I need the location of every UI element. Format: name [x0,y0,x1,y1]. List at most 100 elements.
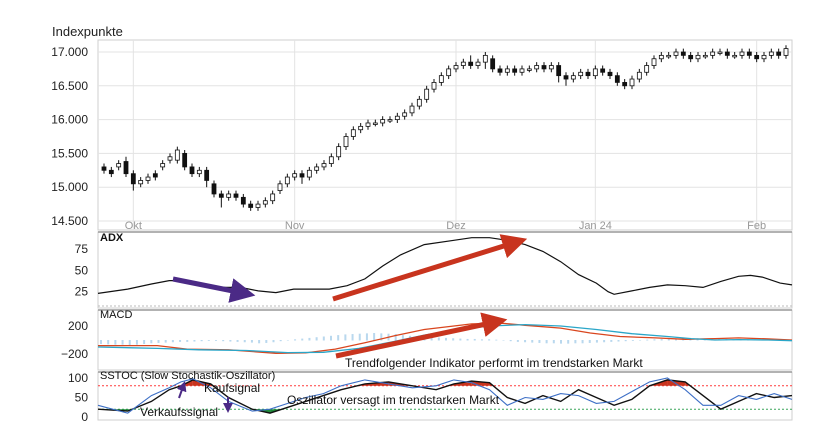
candle-body [548,65,554,70]
macd-histogram-bar [265,340,268,343]
x-tick-label: Okt [125,220,142,232]
candle [504,65,510,76]
candle [768,48,774,59]
macd-histogram-bar [272,340,275,343]
candle-body [174,149,180,161]
macd-histogram-bar [502,340,505,341]
macd-histogram-bar [236,340,239,342]
adx-panel: 25 50 75 [75,231,793,309]
macd-histogram-bar [567,340,570,344]
macd-histogram-bar [193,340,196,342]
candle [321,160,327,171]
macd-histogram-bar [560,340,562,344]
sstoc-title: SSTOC (Slow Stochastik-Oszillator) [100,370,275,382]
macd-histogram-bar [308,337,311,341]
macd-histogram-bar [128,340,131,346]
candle [189,163,195,178]
candle [695,52,701,63]
macd-histogram-bar [524,340,527,343]
candle-body [336,146,342,158]
candle-body [563,75,569,80]
sell-signal-label: Verkaufssignal [140,405,218,419]
candle-body [578,71,584,77]
candle-body [350,129,356,137]
candle [240,193,246,208]
macd-histogram-bar [301,338,304,341]
candle-body [776,51,782,56]
candle [372,119,378,127]
candle [167,153,173,164]
macd-panel: 200 −200 [61,309,793,371]
candle [416,95,422,110]
candle-body [138,180,144,185]
macd-histogram-bar [107,340,110,345]
macd-histogram-bar [653,339,656,341]
adx-rising-arrow [332,234,528,302]
x-tick-label: Jan 24 [579,220,612,232]
candle [424,85,430,103]
candle [453,62,459,73]
candle [182,150,188,171]
candle [431,79,437,93]
candle-body [233,193,239,198]
y-tick-label: 16.000 [51,113,88,127]
macd-histogram-bar [330,335,332,341]
stoch-d-line [97,377,793,414]
candle-body [768,51,774,56]
macd-histogram-bar [250,340,253,343]
candle-body [130,173,136,185]
candle [196,166,202,178]
macd-histogram-bar [445,337,447,341]
macd-histogram-bar [480,339,483,341]
candle [226,190,232,201]
adx-falling-arrow [172,276,256,303]
candle-body [306,169,312,178]
y-tick-label: 0 [81,410,88,424]
macd-histogram-bar [401,335,404,341]
candle-body [409,105,415,114]
candle [651,55,657,69]
candle-body [101,166,107,171]
macd-histogram-bar [545,340,548,344]
macd-histogram-bar [294,339,297,341]
candle-body [380,119,386,124]
candle [622,79,628,90]
candle [717,48,723,56]
candle-body [211,183,217,195]
candle [475,58,481,69]
candle-body [358,125,364,131]
candle [688,52,694,63]
candle-body [541,65,547,70]
candle-body [710,51,716,56]
macd-histogram-bar [495,339,498,341]
candle [490,55,496,73]
oscillator-note: Oszillator versagt im trendstarken Markt [287,393,500,407]
candle [732,52,738,59]
candle [306,166,312,181]
x-tick-label: Feb [747,220,766,232]
candle-body [702,54,708,58]
candle-body [226,193,232,198]
candle [666,52,672,59]
candle [255,200,261,211]
candle-body [123,161,129,175]
macd-histogram-bar [322,336,325,341]
y-tick-label: 75 [75,242,89,256]
candle [116,160,122,171]
y-tick-label: 25 [75,285,89,299]
candle [460,58,466,69]
macd-histogram-bar [358,333,361,341]
candle [160,160,166,171]
candle-body [394,115,400,121]
macd-histogram-bar [373,333,376,341]
macd-histogram-bar [595,340,598,343]
macd-histogram-bar [186,340,189,342]
candle-body [321,163,327,168]
macd-histogram-bar [581,340,584,344]
macd-histogram-bar [286,340,289,341]
candle [512,65,518,76]
candle [534,62,540,73]
annotation-overlay [172,234,528,413]
candle-body [688,54,694,60]
macd-histogram-bar [164,340,167,343]
